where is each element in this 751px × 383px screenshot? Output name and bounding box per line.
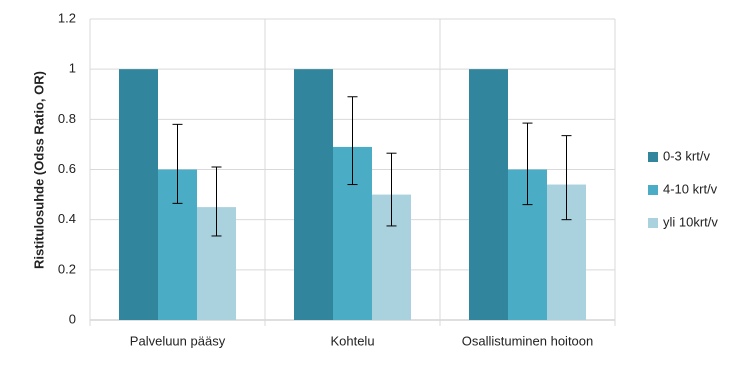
legend-swatch — [648, 218, 658, 228]
legend-swatch — [648, 152, 658, 162]
y-tick-label: 0.6 — [58, 161, 76, 176]
y-tick-label: 1.2 — [58, 10, 76, 25]
bar — [119, 69, 158, 321]
x-tick-label: Kohtelu — [330, 333, 374, 348]
legend-label: yli 10krt/v — [663, 214, 718, 229]
y-tick-label: 0.8 — [58, 111, 76, 126]
y-axis-title: Ristitulosuhde (Odss Ratio, OR) — [31, 71, 46, 269]
y-tick-label: 0.4 — [58, 211, 76, 226]
y-tick-label: 0.2 — [58, 261, 76, 276]
bar — [469, 69, 508, 321]
x-tick-label: Osallistuminen hoitoon — [462, 333, 594, 348]
legend-label: 0-3 krt/v — [663, 148, 710, 163]
y-tick-label: 1 — [69, 61, 76, 76]
y-tick-label: 0 — [69, 311, 76, 326]
legend-label: 4-10 krt/v — [663, 181, 718, 196]
x-tick-label: Palveluun pääsy — [130, 333, 226, 348]
legend-swatch — [648, 185, 658, 195]
bar — [294, 69, 333, 321]
